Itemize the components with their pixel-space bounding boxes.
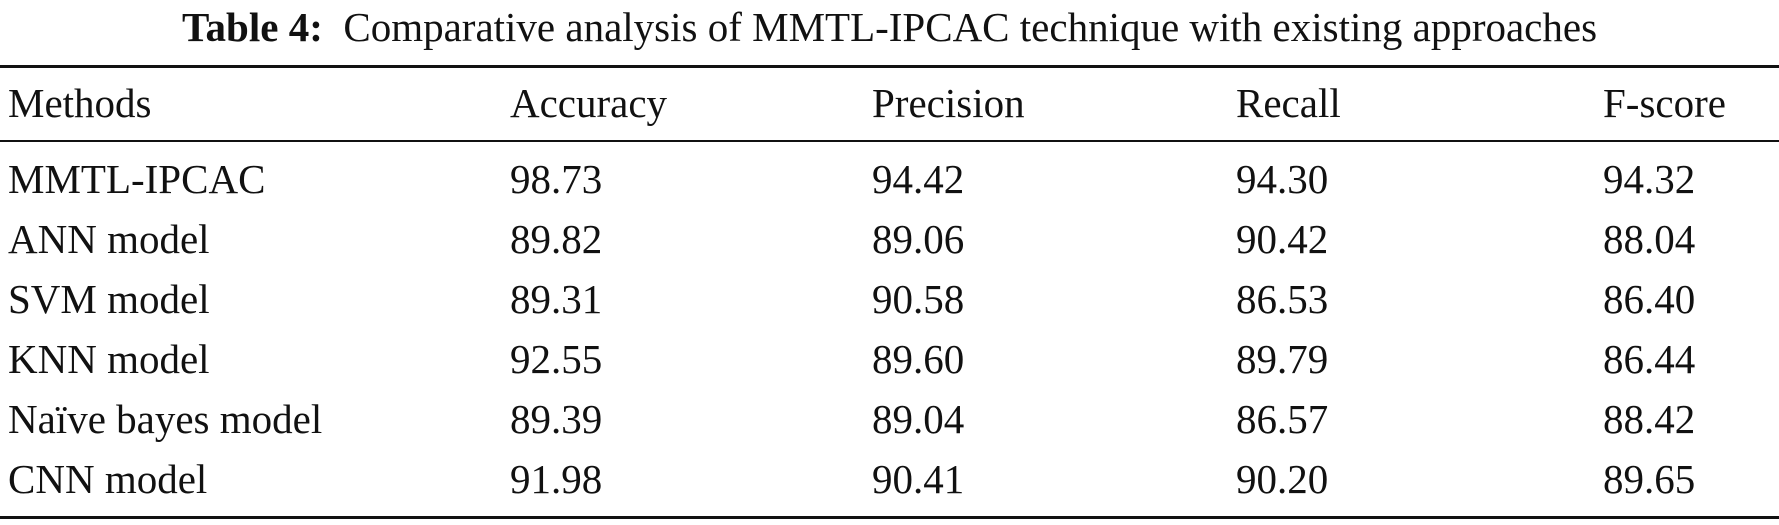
table-header-row: Methods Accuracy Precision Recall F-scor… [0,78,1779,138]
f-score-cell: 86.44 [1603,336,1696,382]
f-score-cell: 94.32 [1603,156,1696,202]
precision-cell: 89.60 [872,336,965,382]
table-row: SVM model 89.31 90.58 86.53 86.40 [0,274,1779,334]
table-row: CNN model 91.98 90.41 90.20 89.65 [0,454,1779,514]
method-cell: SVM model [8,276,210,322]
f-score-cell: 89.65 [1603,456,1696,502]
f-score-cell: 86.40 [1603,276,1696,322]
table-row: ANN model 89.82 89.06 90.42 88.04 [0,214,1779,274]
precision-cell: 89.06 [872,216,965,262]
precision-cell: 89.04 [872,396,965,442]
recall-cell: 86.53 [1236,276,1329,322]
method-cell: ANN model [8,216,210,262]
accuracy-cell: 92.55 [510,336,603,382]
column-header-precision: Precision [872,80,1025,126]
table-row: Naïve bayes model 89.39 89.04 86.57 88.4… [0,394,1779,454]
f-score-cell: 88.04 [1603,216,1696,262]
precision-cell: 94.42 [872,156,965,202]
table-row: MMTL-IPCAC 98.73 94.42 94.30 94.32 [0,154,1779,214]
column-header-recall: Recall [1236,80,1341,126]
table-caption-label: Table 4: [181,4,323,50]
table-bottom-rule [0,516,1779,519]
table-caption: Table 4: Comparative analysis of MMTL-IP… [0,2,1779,52]
f-score-cell: 88.42 [1603,396,1696,442]
precision-cell: 90.41 [872,456,965,502]
precision-cell: 90.58 [872,276,965,322]
recall-cell: 89.79 [1236,336,1329,382]
accuracy-cell: 89.39 [510,396,603,442]
table-row: KNN model 92.55 89.60 89.79 86.44 [0,334,1779,394]
method-cell: Naïve bayes model [8,396,323,442]
accuracy-cell: 89.31 [510,276,603,322]
column-header-f-score: F-score [1603,80,1726,126]
table-header-rule [0,140,1779,142]
recall-cell: 90.42 [1236,216,1329,262]
accuracy-cell: 91.98 [510,456,603,502]
column-header-methods: Methods [8,80,152,126]
method-cell: MMTL-IPCAC [8,156,266,202]
method-cell: KNN model [8,336,210,382]
method-cell: CNN model [8,456,208,502]
recall-cell: 90.20 [1236,456,1329,502]
accuracy-cell: 98.73 [510,156,603,202]
recall-cell: 86.57 [1236,396,1329,442]
column-header-accuracy: Accuracy [510,80,668,126]
recall-cell: 94.30 [1236,156,1329,202]
accuracy-cell: 89.82 [510,216,603,262]
table-top-rule [0,65,1779,68]
table-caption-text: Comparative analysis of MMTL-IPCAC techn… [343,4,1598,50]
